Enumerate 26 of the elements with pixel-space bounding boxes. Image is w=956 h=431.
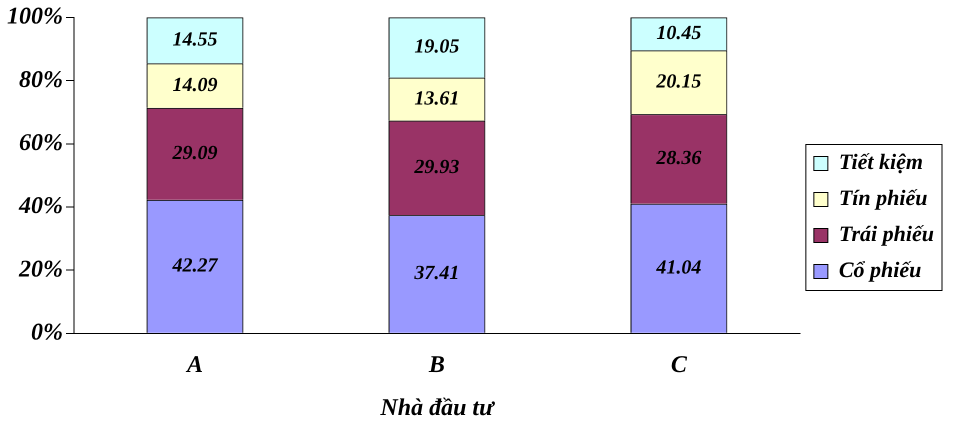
x-tick-label: A	[184, 352, 203, 378]
data-label: 28.36	[655, 147, 702, 170]
data-label: 10.45	[656, 22, 702, 44]
legend-label: Tín phiếu	[838, 185, 928, 210]
legend-label: Cổ phiếu	[838, 257, 922, 282]
y-tick-label: 0%	[30, 320, 63, 346]
x-tick-label: C	[670, 352, 688, 378]
y-tick-label: 100%	[6, 4, 63, 30]
data-label: 41.04	[655, 256, 702, 278]
y-tick-label: 20%	[18, 256, 63, 282]
data-label: 20.15	[655, 70, 702, 92]
x-axis-title: Nhà đầu tư	[379, 394, 496, 421]
data-label: 29.93	[413, 156, 460, 178]
data-label: 14.09	[172, 74, 218, 96]
data-label: 14.55	[172, 28, 218, 51]
data-label: 42.27	[171, 254, 218, 277]
legend-label: Tiết kiệm	[838, 149, 923, 174]
data-label: 37.41	[413, 262, 460, 284]
legend-label: Trái phiếu	[838, 221, 934, 246]
y-tick-label: 40%	[18, 193, 63, 220]
y-tick-label: 60%	[18, 130, 63, 156]
y-tick-label: 80%	[18, 66, 63, 93]
data-label: 29.09	[171, 142, 218, 164]
data-label: 13.61	[414, 87, 460, 110]
data-label: 19.05	[414, 36, 460, 58]
x-tick-label: B	[428, 352, 445, 378]
